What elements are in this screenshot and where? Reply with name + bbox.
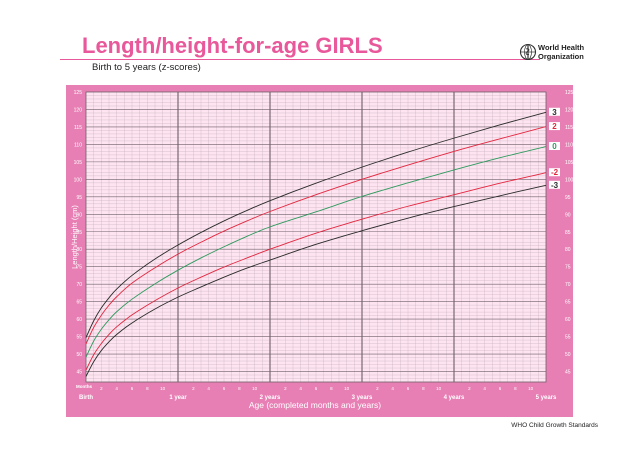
x-tick-label: 2 years xyxy=(260,395,281,401)
y-tick-label-left: 50 xyxy=(76,352,82,358)
x-tick-label: 3 years xyxy=(352,395,373,401)
x-tick-label: 6 xyxy=(131,386,134,391)
x-tick-label: 10 xyxy=(436,386,442,391)
y-tick-label-left: 80 xyxy=(76,247,82,253)
series-label-z3: 3 xyxy=(552,108,557,117)
y-tick-label-left: 55 xyxy=(76,335,82,341)
x-tick-label: 2 xyxy=(192,386,195,391)
series-line-z0 xyxy=(85,146,547,358)
footer-source: WHO Child Growth Standards xyxy=(511,422,598,429)
x-tick-label: 1 year xyxy=(169,395,187,401)
x-tick-label: 10 xyxy=(528,386,534,391)
y-tick-label-right: 70 xyxy=(565,282,571,288)
y-tick-label-left: 110 xyxy=(74,142,82,148)
x-tick-label: 8 xyxy=(422,386,425,391)
series-label-box xyxy=(549,107,560,116)
x-tick-label: 8 xyxy=(146,386,149,391)
y-tick-label-right: 65 xyxy=(565,300,571,306)
y-tick-label-right: 100 xyxy=(565,177,574,183)
x-tick-label: 4 xyxy=(299,386,302,391)
y-tick-label-left: 95 xyxy=(76,195,82,201)
x-tick-label: 4 years xyxy=(444,395,465,401)
x-tick-label: 4 xyxy=(207,386,210,391)
y-tick-label-right: 110 xyxy=(565,142,573,148)
x-tick-label: 6 xyxy=(499,386,502,391)
y-tick-label-right: 90 xyxy=(565,212,571,218)
y-tick-label-right: 105 xyxy=(565,160,574,166)
series-label-box xyxy=(549,168,560,177)
x-tick-label: 8 xyxy=(514,386,517,391)
y-tick-label-left: 120 xyxy=(74,107,83,113)
y-tick-label-left: 125 xyxy=(74,90,83,96)
x-tick-label: 10 xyxy=(344,386,350,391)
y-tick-label-left: 85 xyxy=(76,230,82,236)
x-tick-label: 5 years xyxy=(536,395,557,401)
series-label-box xyxy=(549,122,560,131)
y-tick-label-left: 45 xyxy=(76,370,82,376)
x-tick-label: 2 xyxy=(100,386,103,391)
page-title: Length/height-for-age GIRLS xyxy=(82,33,383,58)
who-org-name: World Health Organization xyxy=(538,43,585,61)
y-tick-label-left: 75 xyxy=(76,265,82,271)
y-tick-label-left: 65 xyxy=(76,300,82,306)
y-tick-label-left: 100 xyxy=(74,177,83,183)
y-tick-label-left: 90 xyxy=(76,212,82,218)
x-tick-label: 4 xyxy=(115,386,118,391)
y-tick-label-right: 60 xyxy=(565,317,571,323)
x-tick-label: 4 xyxy=(391,386,394,391)
x-tick-label: 6 xyxy=(315,386,318,391)
plot-border xyxy=(85,91,547,383)
x-tick-label: 6 xyxy=(223,386,226,391)
series-line-z3 xyxy=(85,111,547,338)
series-label-box xyxy=(549,180,560,189)
x-tick-label: 10 xyxy=(160,386,166,391)
series-line-z2 xyxy=(85,126,547,345)
x-tick-label: 6 xyxy=(407,386,410,391)
x-tick-label: 4 xyxy=(483,386,486,391)
y-tick-label-left: 115 xyxy=(74,125,82,131)
who-emblem-icon xyxy=(519,43,537,61)
y-tick-label-right: 55 xyxy=(565,335,571,341)
chart-subtitle: Birth to 5 years (z-scores) xyxy=(92,62,201,73)
y-tick-label-left: 60 xyxy=(76,317,82,323)
x-tick-label: Birth xyxy=(79,395,93,401)
x-axis-label: Age (completed months and years) xyxy=(249,400,381,410)
y-tick-label-right: 125 xyxy=(565,90,574,96)
y-tick-label-left: 70 xyxy=(76,282,82,288)
y-tick-label-right: 95 xyxy=(565,195,571,201)
y-tick-label-right: 115 xyxy=(565,125,573,131)
series-label-zminus2: -2 xyxy=(551,168,559,177)
y-axis-label: Length/Height (cm) xyxy=(70,205,79,269)
x-tick-label: 8 xyxy=(238,386,241,391)
y-tick-label-right: 45 xyxy=(565,370,571,376)
y-tick-label-right: 75 xyxy=(565,265,571,271)
x-tick-label: 2 xyxy=(468,386,471,391)
x-tick-label: 2 xyxy=(284,386,287,391)
x-tick-label: 8 xyxy=(330,386,333,391)
y-tick-label-right: 50 xyxy=(565,352,571,358)
y-tick-label-right: 85 xyxy=(565,230,571,236)
x-unit-label: Months xyxy=(76,384,92,389)
x-tick-label: 2 xyxy=(376,386,379,391)
x-tick-label: 10 xyxy=(252,386,258,391)
series-label-z2: 2 xyxy=(552,122,557,131)
series-line-zminus3 xyxy=(85,184,547,377)
series-line-zminus2 xyxy=(85,172,547,371)
series-label-z0: 0 xyxy=(552,142,557,151)
y-tick-label-left: 105 xyxy=(74,160,83,166)
series-label-box xyxy=(549,142,560,151)
y-tick-label-right: 120 xyxy=(565,107,574,113)
series-label-zminus3: -3 xyxy=(551,181,559,190)
title-underline xyxy=(60,59,540,60)
y-tick-label-right: 80 xyxy=(565,247,571,253)
